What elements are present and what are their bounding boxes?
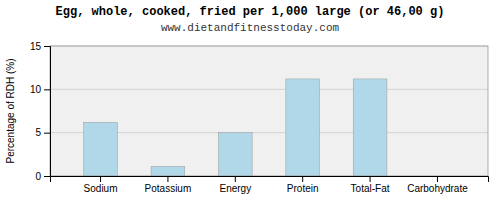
x-tick: Potassium <box>145 176 192 194</box>
y-tick-label: 0 <box>35 171 41 182</box>
y-tick-label: 10 <box>30 84 42 95</box>
x-tick: Energy <box>219 176 251 194</box>
axis-line <box>44 47 51 177</box>
bar <box>84 122 118 176</box>
axis-line <box>51 177 489 183</box>
plot-frame <box>50 46 488 176</box>
x-tick-label: Energy <box>219 183 251 194</box>
grid <box>50 46 488 176</box>
title: Egg, whole, cooked, fried per 1,000 larg… <box>56 5 445 19</box>
bar <box>151 166 185 176</box>
bars <box>84 79 387 176</box>
y-tick-label: 15 <box>30 41 42 52</box>
subtitle: www.dietandfitnesstoday.com <box>161 22 340 34</box>
x-tick: Sodium <box>84 176 118 194</box>
x-tick-label: Potassium <box>145 183 192 194</box>
x-tick: Protein <box>287 176 319 194</box>
y-tick-mark <box>44 89 50 90</box>
y-tick: 10 <box>30 84 50 95</box>
plot-background <box>50 46 488 176</box>
x-tick-mark <box>235 176 236 182</box>
x-tick-mark <box>437 176 438 182</box>
x-axis: Sodium Potassium Energy Protein Total-Fat Car… <box>51 176 489 194</box>
y-tick: 15 <box>30 41 50 52</box>
x-tick: Carbohydrate <box>407 176 468 194</box>
x-tick-label: Total-Fat <box>351 183 390 194</box>
bar <box>353 79 387 176</box>
bar <box>218 133 252 176</box>
y-tick-mark <box>44 46 50 47</box>
y-axis-label: Percentage of RDH (%) <box>5 58 16 163</box>
x-tick-label: Protein <box>287 183 319 194</box>
y-tick: 0 <box>35 171 50 182</box>
x-tick: Total-Fat <box>351 176 390 194</box>
y-tick-mark <box>44 133 50 134</box>
y-axis: 0 5 10 15 <box>30 41 51 182</box>
bar <box>286 79 320 176</box>
x-tick-mark <box>302 176 303 182</box>
plot: 0 5 10 15 Sodium Potassium Energy Protein Total-… <box>30 41 489 194</box>
chart-svg: Egg, whole, cooked, fried per 1,000 larg… <box>0 0 500 200</box>
y-tick-mark <box>44 176 50 177</box>
chart-container: Egg, whole, cooked, fried per 1,000 larg… <box>0 0 500 200</box>
y-tick: 5 <box>35 127 50 138</box>
x-tick-mark <box>370 176 371 182</box>
x-tick-mark <box>100 176 101 182</box>
grid-line <box>50 89 488 90</box>
y-tick-label: 5 <box>35 127 41 138</box>
x-tick-label: Sodium <box>84 183 118 194</box>
x-tick-mark <box>167 176 168 182</box>
x-tick-label: Carbohydrate <box>407 183 468 194</box>
